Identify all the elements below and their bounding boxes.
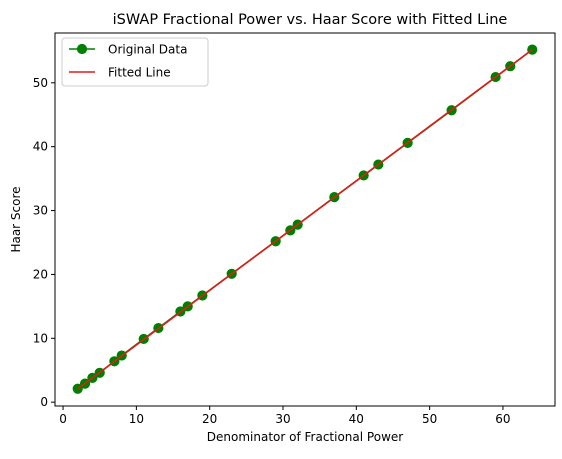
y-tick-label: 10 xyxy=(33,331,48,345)
y-tick-label: 50 xyxy=(33,76,48,90)
x-axis: 0 10 20 30 40 50 60 xyxy=(59,406,511,426)
y-axis-label: Haar Score xyxy=(9,186,23,252)
y-tick-label: 0 xyxy=(40,395,48,409)
x-tick-label: 40 xyxy=(349,412,364,426)
legend-label-fitted-line: Fitted Line xyxy=(108,66,171,80)
legend-box xyxy=(61,37,209,87)
y-tick-label: 40 xyxy=(33,140,48,154)
x-tick-label: 30 xyxy=(275,412,290,426)
fit-layer xyxy=(77,48,533,390)
legend-label-original-data: Original Data xyxy=(108,43,187,57)
x-tick-label: 20 xyxy=(202,412,217,426)
y-tick-label: 20 xyxy=(33,267,48,281)
x-tick-label: 60 xyxy=(495,412,510,426)
y-tick-label: 30 xyxy=(33,204,48,218)
x-tick-label: 50 xyxy=(422,412,437,426)
x-tick-label: 0 xyxy=(59,412,67,426)
chart-title: iSWAP Fractional Power vs. Haar Score wi… xyxy=(113,12,508,28)
series-line-fitted-line xyxy=(77,48,533,390)
x-tick-label: 10 xyxy=(129,412,144,426)
x-axis-label: Denominator of Fractional Power xyxy=(207,430,403,444)
legend-marker-original-data xyxy=(76,43,88,55)
legend: Original Data Fitted Line xyxy=(61,37,209,87)
y-axis: 0 10 20 30 40 50 xyxy=(33,76,55,409)
plot-area xyxy=(54,32,556,407)
